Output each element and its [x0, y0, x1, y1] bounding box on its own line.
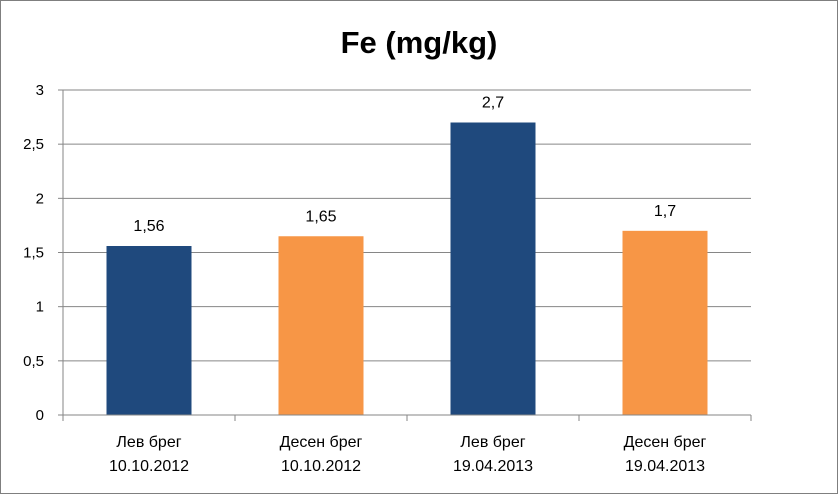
data-label: 1,7: [654, 203, 676, 220]
x-tick-label: Лев брег 10.10.2012: [109, 434, 189, 475]
y-tick-label: 2,5: [23, 136, 44, 153]
x-axis: Лев брег 10.10.2012 Десен брег 10.10.2012 Ле…: [62, 414, 752, 475]
y-tick-label: 2: [36, 190, 44, 207]
y-tick-label: 1: [36, 299, 44, 316]
bar: [278, 236, 364, 415]
data-label: 1,56: [133, 218, 164, 235]
y-axis: 0 0,5 1 1,5 2 2,5 3: [23, 82, 64, 424]
chart-title: Fe (mg/kg): [341, 25, 498, 60]
y-tick-label: 0: [36, 407, 44, 424]
bar: [450, 122, 536, 415]
bar: [622, 230, 708, 415]
y-tick-label: 3: [36, 82, 44, 99]
x-tick-label: Десен брег 10.10.2012: [280, 434, 363, 475]
bar: [106, 246, 192, 415]
x-tick-label: Десен брег 19.04.2013: [624, 434, 707, 475]
x-tick-label: Лев брег 19.04.2013: [453, 434, 533, 475]
bars: 1,56 1,65 2,7 1,7: [106, 95, 708, 415]
data-label: 1,65: [305, 208, 336, 225]
y-tick-label: 0,5: [23, 353, 44, 370]
data-label: 2,7: [482, 95, 504, 112]
y-tick-label: 1,5: [23, 245, 44, 262]
